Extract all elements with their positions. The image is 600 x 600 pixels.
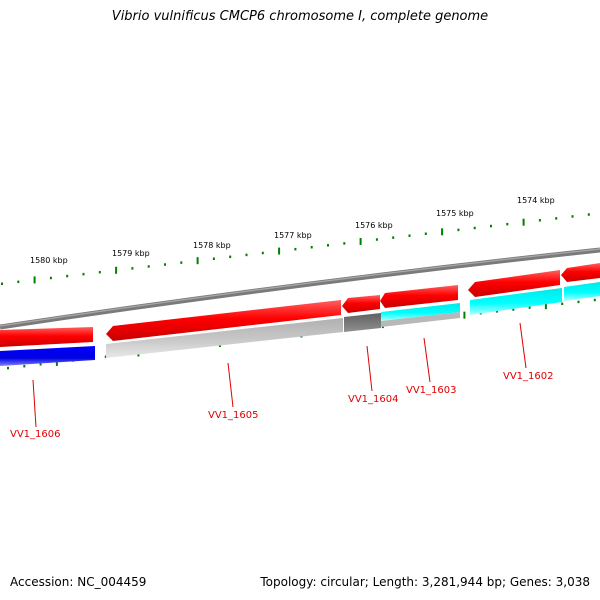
ruler-label-1580: 1580 kbp	[30, 256, 68, 265]
ruler-label-1575: 1575 kbp	[436, 209, 474, 218]
genome-summary-text: Topology: circular; Length: 3,281,944 bp…	[260, 575, 590, 589]
gene-label-1605: VV1_1605	[208, 410, 259, 421]
cds-feature-darkgray-1604[interactable]	[344, 313, 381, 332]
outer-ruler	[1, 213, 590, 286]
gene-feature-red-1601[interactable]	[561, 263, 600, 282]
ruler-label-1578: 1578 kbp	[193, 241, 231, 250]
cds-feature-gray-1605[interactable]	[106, 318, 343, 358]
ruler-label-1574: 1574 kbp	[517, 196, 555, 205]
cds-feature-blue-1606[interactable]	[0, 346, 95, 366]
gene-feature-red-1604[interactable]	[342, 295, 380, 313]
gene-label-1603: VV1_1603	[406, 385, 457, 396]
cds-feature-gray-1603b[interactable]	[381, 312, 460, 327]
leader-line-1603	[423, 337, 431, 383]
gene-feature-red-1603[interactable]	[380, 285, 458, 308]
ruler-label-1579: 1579 kbp	[112, 249, 150, 258]
leader-line-1604	[366, 345, 373, 392]
ruler-label-1576: 1576 kbp	[355, 221, 393, 230]
gene-label-1602: VV1_1602	[503, 371, 554, 382]
cds-feature-cyan-1603[interactable]	[381, 303, 460, 321]
leader-line-1602	[519, 322, 527, 369]
ruler-label-1577: 1577 kbp	[274, 231, 312, 240]
gene-label-1604: VV1_1604	[348, 394, 399, 405]
map-title: Vibrio vulnificus CMCP6 chromosome I, co…	[111, 9, 489, 24]
gene-feature-red-1602[interactable]	[468, 270, 560, 297]
gene-feature-red-1605[interactable]	[106, 300, 341, 341]
backbone-highlight	[0, 248, 600, 327]
accession-text: Accession: NC_004459	[10, 575, 147, 589]
cds-feature-cyan-1601[interactable]	[564, 282, 600, 301]
leader-line-1606	[32, 379, 37, 428]
cds-feature-cyan-1602[interactable]	[470, 288, 562, 315]
backbone-track	[0, 247, 600, 330]
gene-label-1606: VV1_1606	[10, 429, 61, 440]
leader-line-1605	[227, 362, 234, 408]
gene-feature-red-1606[interactable]	[0, 327, 93, 347]
